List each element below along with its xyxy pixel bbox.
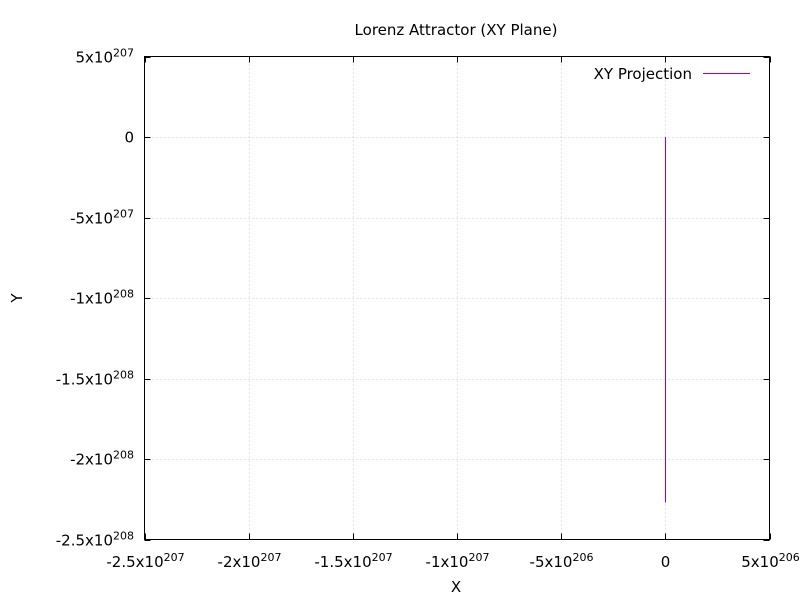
x-tick-label: -2x10207 <box>218 551 282 571</box>
x-tick-label: 5x10206 <box>741 551 800 571</box>
legend-label: XY Projection <box>594 65 692 83</box>
axis-ticks: -2.5x10207 -2x10207 -1.5x10207 -1x10207 -5x1… <box>56 47 800 572</box>
legend: XY Projection <box>594 65 750 83</box>
y-tick-label: -1x10208 <box>70 288 134 308</box>
y-tick-label: 5x10207 <box>75 47 134 67</box>
x-tick-label: -2.5x10207 <box>106 551 184 571</box>
x-tick-label: 0 <box>661 553 671 571</box>
x-tick-label: -5x10206 <box>530 551 594 571</box>
y-tick-label: -2x10208 <box>70 449 134 469</box>
x-tick-label: -1.5x10207 <box>314 551 392 571</box>
x-axis-label: X <box>451 578 461 596</box>
y-tick-label: -1.5x10208 <box>56 369 134 389</box>
y-tick-label: -2.5x10208 <box>56 530 134 550</box>
y-tick-label: 0 <box>124 129 134 147</box>
x-tick-label: -1x10207 <box>426 551 490 571</box>
y-tick-label: -5x10207 <box>70 208 134 228</box>
grid <box>144 56 770 540</box>
y-axis-label: Y <box>8 293 26 304</box>
chart-title: Lorenz Attractor (XY Plane) <box>355 21 558 39</box>
